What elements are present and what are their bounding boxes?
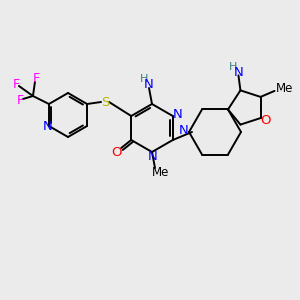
Text: Me: Me bbox=[152, 166, 170, 178]
Text: H: H bbox=[229, 62, 238, 72]
Text: N: N bbox=[179, 124, 189, 137]
Text: N: N bbox=[234, 66, 243, 79]
Text: N: N bbox=[173, 107, 183, 121]
Text: O: O bbox=[111, 146, 122, 160]
Text: H: H bbox=[140, 74, 148, 84]
Text: O: O bbox=[260, 114, 271, 127]
Text: Me: Me bbox=[276, 82, 293, 95]
Text: N: N bbox=[43, 119, 53, 133]
Text: N: N bbox=[144, 77, 154, 91]
Text: F: F bbox=[32, 73, 40, 85]
Text: F: F bbox=[12, 79, 20, 92]
Text: S: S bbox=[101, 95, 109, 109]
Text: N: N bbox=[148, 149, 158, 163]
Text: F: F bbox=[16, 94, 23, 106]
